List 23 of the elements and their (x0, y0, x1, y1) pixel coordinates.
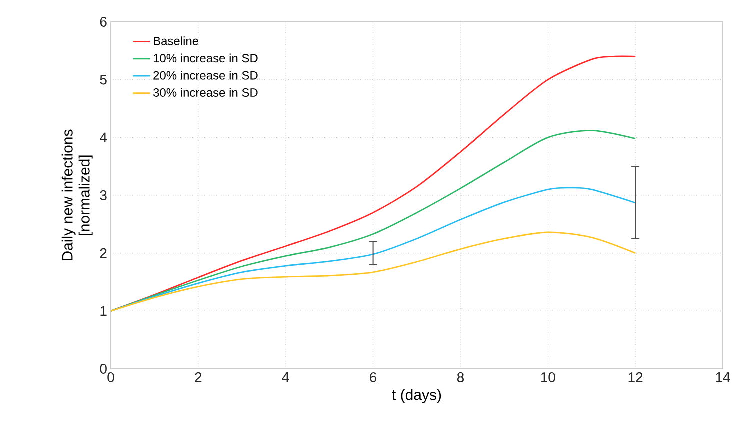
x-axis-title: t (days) (392, 389, 442, 404)
x-tick-label: 4 (282, 372, 290, 382)
y-tick-label: 5 (100, 74, 107, 85)
y-tick-label: 3 (100, 190, 107, 200)
legend-label: 10% increase in SD (154, 54, 258, 63)
x-tick-label: 0 (108, 372, 114, 382)
legend-label: 20% increase in SD (154, 71, 258, 80)
x-tick-label: 10 (541, 372, 556, 382)
x-tick-label: 12 (628, 372, 643, 382)
y-tick-label: 4 (100, 132, 108, 142)
x-tick-label: 8 (457, 372, 464, 382)
line-series (111, 232, 636, 312)
y-axis-title: Daily new infections [normalized] (62, 130, 93, 261)
y-tick-label: 2 (100, 248, 107, 258)
y-tick-label: 0 (100, 364, 107, 374)
legend-label: 30% increase in SD (153, 88, 258, 97)
x-tick-label: 2 (195, 372, 202, 382)
y-tick-label: 6 (100, 17, 107, 27)
x-tick-label: 14 (716, 372, 730, 382)
legend-label: Baseline (154, 36, 199, 46)
y-tick-label: 1 (100, 306, 107, 316)
x-tick-label: 6 (370, 372, 377, 382)
line-series (111, 130, 636, 312)
